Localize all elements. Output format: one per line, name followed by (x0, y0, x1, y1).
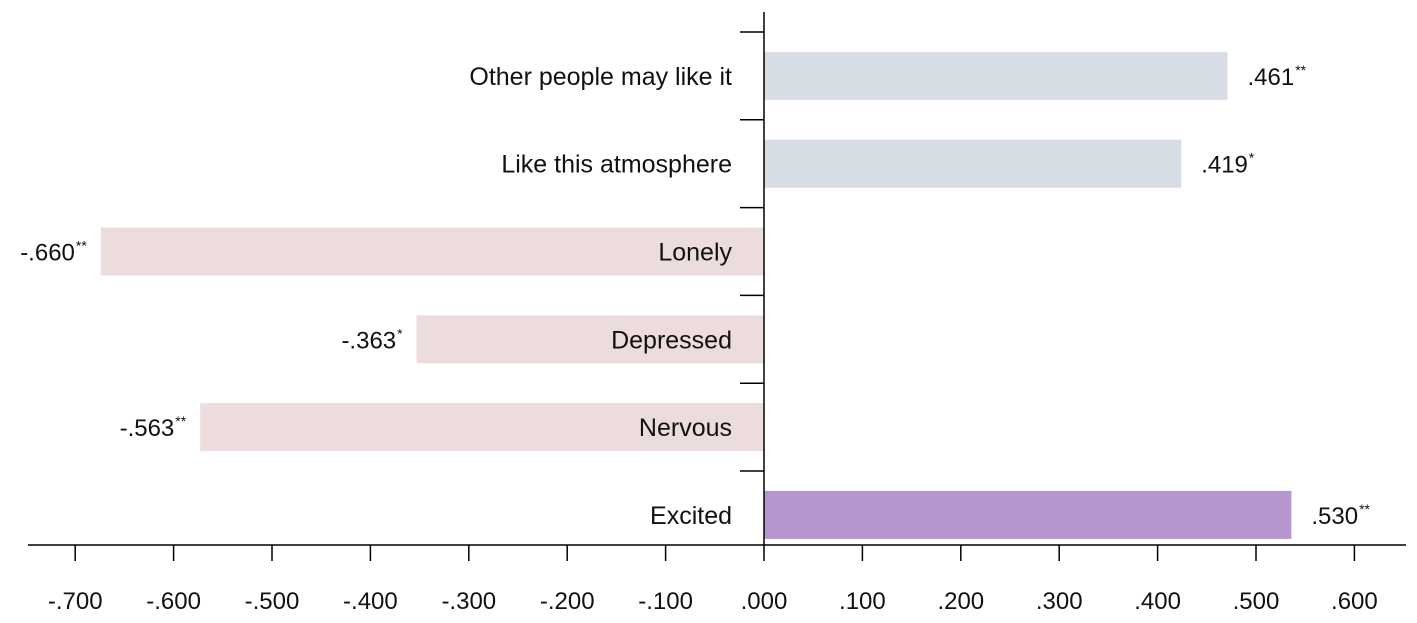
x-tick-label: .600 (1331, 588, 1378, 615)
x-tick-label: .400 (1134, 588, 1181, 615)
x-tick-label: -.700 (48, 588, 103, 615)
axes-group (28, 12, 1406, 561)
significance-mark: ** (1359, 501, 1370, 517)
bar-1 (764, 139, 1182, 188)
x-tick-label: -.300 (441, 588, 496, 615)
x-tick-label: -.500 (245, 588, 300, 615)
x-tick-label: .200 (937, 588, 984, 615)
category-label: Other people may like it (469, 63, 732, 91)
value-label: -.563** (120, 413, 187, 442)
category-label: Excited (650, 502, 732, 530)
significance-mark: ** (1295, 62, 1306, 78)
x-tick-label: -.200 (540, 588, 595, 615)
significance-mark: * (1249, 150, 1255, 166)
x-tick-label: -.400 (343, 588, 398, 615)
category-label: Lonely (658, 239, 732, 267)
bar-5 (764, 490, 1292, 539)
value-label: .530** (1311, 501, 1370, 530)
category-label: Nervous (639, 414, 732, 442)
bar-4 (200, 403, 764, 452)
labels-group: Other people may like it .461** Like this … (20, 62, 1378, 615)
bar-0 (764, 51, 1228, 100)
category-label: Like this atmosphere (501, 151, 732, 179)
bar-2 (100, 227, 765, 276)
significance-mark: ** (175, 413, 186, 429)
value-label: .461** (1248, 62, 1307, 91)
significance-mark: ** (76, 238, 87, 254)
x-tick-label: .300 (1036, 588, 1083, 615)
value-label: -.660** (20, 238, 87, 267)
bar-3 (416, 315, 764, 364)
category-label: Depressed (611, 326, 732, 354)
x-tick-label: .500 (1233, 588, 1280, 615)
x-tick-label: -.100 (638, 588, 693, 615)
significance-mark: * (397, 325, 403, 341)
value-label: -.363* (341, 325, 403, 354)
bars-group (100, 51, 1292, 539)
value-label: .419* (1201, 150, 1255, 179)
x-tick-label: .100 (839, 588, 886, 615)
x-tick-label: -.600 (146, 588, 201, 615)
x-tick-label: .000 (741, 588, 788, 615)
